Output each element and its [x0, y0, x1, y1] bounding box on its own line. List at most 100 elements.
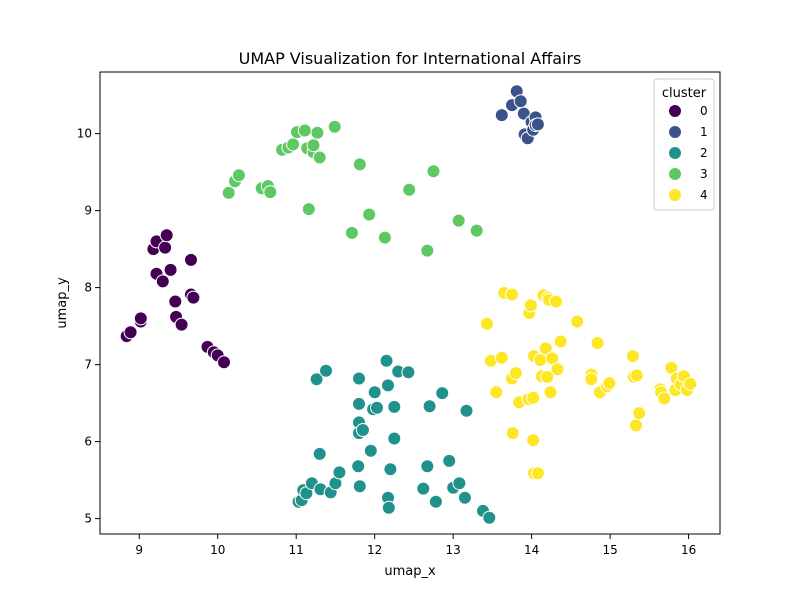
plot-frame	[99, 71, 721, 535]
y-axis-label: umap_y	[55, 277, 70, 329]
x-tick-label: 14	[524, 543, 539, 557]
scatter-point-cluster-4	[584, 372, 599, 387]
legend-marker-cluster-2	[668, 146, 682, 160]
scatter-point-cluster-4	[479, 316, 494, 331]
scatter-point-cluster-2	[370, 400, 384, 415]
scatter-point-cluster-3	[451, 213, 466, 228]
scatter-point-cluster-2	[351, 459, 366, 474]
legend-entries: 0 1 2 3 4	[668, 104, 708, 202]
scatter-point-cluster-4	[625, 349, 640, 364]
scatter-point-cluster-0	[217, 355, 231, 370]
scatter-point-cluster-0	[174, 317, 189, 332]
scatter-point-cluster-0	[168, 294, 183, 309]
scatter-point-cluster-3	[297, 123, 312, 138]
scatter-point-cluster-2	[416, 481, 431, 496]
scatter-point-cluster-3	[327, 119, 342, 134]
scatter-point-cluster-4	[526, 433, 541, 448]
scatter-point-cluster-2	[383, 462, 398, 477]
scatter-point-cluster-4	[629, 368, 644, 383]
scatter-point-cluster-3	[344, 225, 359, 240]
scatter-point-cluster-4	[590, 336, 605, 350]
scatter-point-cluster-2	[352, 371, 366, 386]
scatter-point-cluster-3	[402, 182, 417, 197]
scatter-point-cluster-2	[428, 494, 443, 509]
chart-title: UMAP Visualization for International Aff…	[239, 49, 582, 68]
x-tick-label: 12	[367, 543, 382, 557]
scatter-point-cluster-2	[319, 363, 333, 378]
scatter-point-cluster-2	[401, 365, 416, 380]
scatter-point-cluster-2	[367, 385, 382, 400]
y-axis: 5 6 7 8 9 10	[77, 127, 100, 526]
legend-title: cluster	[662, 86, 707, 101]
scatter-point-cluster-2	[387, 431, 402, 446]
legend-marker-cluster-4	[668, 188, 682, 202]
legend: cluster 0 1 2 3 4	[653, 78, 715, 211]
scatter-point-cluster-0	[123, 325, 138, 340]
legend-label-cluster-3: 3	[700, 167, 708, 181]
y-tick-label: 9	[84, 204, 92, 218]
scatter-point-cluster-0	[163, 262, 178, 277]
scatter-point-cluster-3	[352, 157, 367, 172]
x-tick-label: 10	[210, 543, 225, 557]
scatter-point-cluster-3	[301, 202, 316, 217]
scatter-point-cluster-4	[570, 314, 585, 329]
scatter-point-cluster-1	[494, 108, 509, 123]
scatter-point-cluster-3	[469, 223, 484, 238]
legend-label-cluster-1: 1	[700, 125, 708, 139]
scatter-point-cluster-2	[355, 423, 370, 437]
scatter-point-cluster-4	[683, 376, 698, 391]
x-tick-label: 16	[681, 543, 696, 557]
x-axis-label: umap_x	[384, 564, 436, 579]
points-layer	[119, 84, 698, 525]
scatter-point-cluster-4	[602, 376, 617, 391]
scatter-point-cluster-3	[286, 137, 301, 152]
scatter-point-cluster-2	[482, 510, 497, 525]
scatter-point-cluster-2	[459, 403, 474, 418]
scatter-point-cluster-4	[508, 366, 523, 381]
scatter-point-cluster-2	[435, 386, 450, 401]
x-tick-label: 15	[602, 543, 617, 557]
legend-marker-cluster-3	[668, 167, 682, 181]
scatter-point-cluster-4	[505, 426, 520, 441]
y-tick-label: 5	[84, 512, 92, 526]
x-tick-label: 13	[446, 543, 461, 557]
scatter-point-cluster-3	[231, 168, 246, 183]
scatter-point-cluster-3	[221, 185, 236, 200]
scatter-point-cluster-1	[513, 94, 528, 109]
scatter-point-cluster-2	[381, 500, 396, 515]
scatter-point-cluster-3	[306, 138, 321, 153]
x-tick-label: 11	[289, 543, 304, 557]
scatter-point-cluster-4	[553, 334, 568, 349]
scatter-point-cluster-2	[457, 490, 472, 505]
scatter-point-cluster-4	[530, 466, 545, 481]
scatter-point-cluster-4	[489, 385, 504, 400]
scatter-point-cluster-3	[312, 150, 327, 165]
scatter-point-cluster-4	[533, 353, 548, 367]
scatter-point-cluster-2	[422, 399, 437, 414]
legend-label-cluster-2: 2	[700, 146, 708, 160]
scatter-point-cluster-4	[549, 294, 563, 309]
legend-label-cluster-0: 0	[700, 104, 708, 118]
scatter-point-cluster-0	[133, 311, 148, 326]
scatter-point-cluster-2	[387, 399, 402, 414]
scatter-point-cluster-4	[657, 391, 672, 406]
scatter-point-cluster-0	[159, 228, 174, 243]
scatter-point-cluster-2	[442, 453, 457, 468]
x-tick-label: 9	[135, 543, 143, 557]
scatter-point-cluster-4	[494, 350, 509, 365]
scatter-point-cluster-4	[538, 341, 553, 356]
scatter-point-cluster-4	[526, 390, 541, 405]
scatter-point-cluster-4	[550, 362, 565, 377]
scatter-point-cluster-2	[363, 443, 378, 458]
scatter-point-cluster-3	[420, 243, 435, 258]
scatter-point-cluster-2	[309, 372, 324, 387]
scatter-point-cluster-0	[158, 240, 173, 255]
y-tick-label: 10	[77, 127, 92, 141]
scatter-point-cluster-2	[381, 378, 395, 393]
y-tick-label: 7	[84, 358, 92, 372]
scatter-point-cluster-1	[530, 117, 545, 132]
scatter-point-cluster-2	[352, 479, 367, 494]
legend-marker-cluster-1	[668, 125, 682, 139]
scatter-point-cluster-3	[263, 185, 278, 200]
